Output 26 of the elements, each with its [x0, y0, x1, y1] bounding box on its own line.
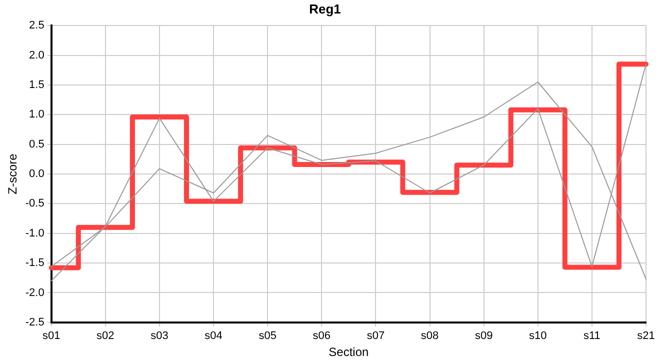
x-tick-label: s09 [474, 330, 493, 342]
x-tick-label: s07 [366, 330, 385, 342]
x-tick-label: s11 [583, 330, 600, 342]
y-tick-label: 1.5 [29, 78, 44, 91]
y-tick-label: 2.0 [29, 49, 44, 62]
y-tick-label: -1.0 [25, 227, 44, 240]
y-tick-label: 0.5 [29, 138, 44, 150]
y-axis-title: Z-score [6, 153, 20, 194]
x-tick-label: s02 [96, 330, 114, 342]
x-tick-label: s04 [204, 330, 222, 342]
y-tick-label: 0.0 [29, 168, 44, 180]
x-tick-label: s21 [637, 330, 655, 342]
y-tick-label: -1.5 [25, 257, 44, 270]
x-axis-title: Section [328, 345, 369, 360]
y-tick-label: -0.5 [25, 198, 44, 210]
y-tick-label: -2.5 [25, 316, 44, 328]
y-tick-label: -2.0 [25, 286, 44, 299]
x-tick-label: s10 [529, 330, 547, 342]
x-tick-label: s06 [312, 330, 331, 342]
x-tick-label: s01 [42, 330, 60, 342]
x-tick-label: s08 [420, 330, 439, 342]
x-tick-label: s03 [150, 330, 168, 342]
x-tick-label: s05 [258, 330, 276, 342]
y-tick-label: 2.5 [29, 20, 44, 32]
y-tick-label: 1.0 [29, 108, 44, 121]
chart-title: Reg1 [309, 1, 341, 16]
